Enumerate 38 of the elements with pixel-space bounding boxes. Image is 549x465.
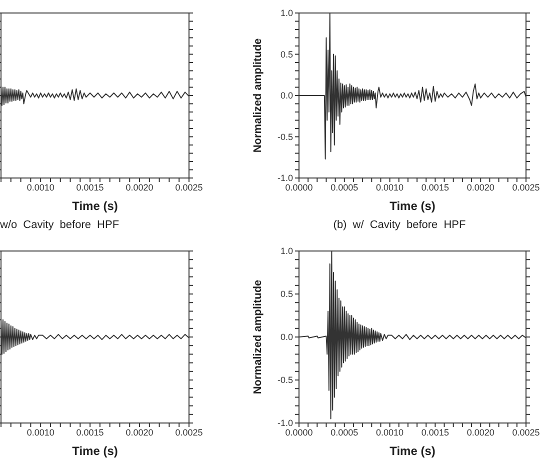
text: w/o Cavity before HPF — [0, 219, 120, 231]
x-tick-label: 0.0015 — [421, 427, 449, 438]
x-tick-label: 0.0000 — [285, 427, 313, 438]
y-tick-label: 0.0 — [280, 332, 293, 342]
x-axis-title: Time (s) — [72, 444, 118, 458]
x-tick-label: 0.0005 — [330, 427, 358, 438]
x-tick-label: 0.0020 — [466, 182, 494, 192]
y-axis-title: Normalized amplitude — [252, 38, 264, 153]
y-tick-label: -0.5 — [277, 375, 293, 386]
y-tick-label: 0.0 — [280, 90, 293, 101]
y-tick-label: 0.5 — [280, 289, 293, 300]
x-tick-label: 0.0010 — [376, 182, 404, 192]
y-tick-label: -1.0 — [277, 173, 293, 184]
x-tick-label: 0.0025 — [175, 427, 203, 438]
y-tick-label: -1.0 — [277, 418, 293, 428]
x-axis-title: Time (s) — [72, 199, 118, 213]
x-axis-title: Time (s) — [390, 444, 436, 458]
x-tick-label: 0.0005 — [330, 182, 358, 192]
y-tick-label: 1.0 — [280, 8, 293, 18]
y-axis-title: Normalized amplitude — [252, 280, 264, 394]
x-tick-label: 0.0015 — [421, 182, 449, 192]
x-tick-label: 0.0015 — [76, 182, 104, 192]
y-tick-label: 1.0 — [280, 246, 293, 256]
x-tick-label: 0.0020 — [126, 182, 154, 192]
x-tick-label: 0.0000 — [285, 182, 313, 192]
x-tick-label: 0.0010 — [26, 182, 54, 192]
y-tick-label: 0.5 — [280, 49, 293, 60]
x-tick-label: 0.0020 — [466, 427, 494, 438]
x-tick-label: 0.0025 — [512, 427, 540, 438]
x-tick-label: 0.0025 — [175, 182, 203, 192]
y-tick-label: -0.5 — [277, 132, 293, 142]
x-tick-label: 0.0010 — [376, 427, 404, 438]
x-tick-label: 0.0025 — [512, 182, 540, 192]
x-tick-label: 0.0020 — [126, 427, 154, 438]
x-tick-label: 0.0010 — [26, 427, 54, 438]
x-axis-title: Time (s) — [390, 199, 436, 213]
x-tick-label: 0.0015 — [76, 427, 104, 438]
text: (b) w/ Cavity before HPF — [332, 219, 467, 231]
